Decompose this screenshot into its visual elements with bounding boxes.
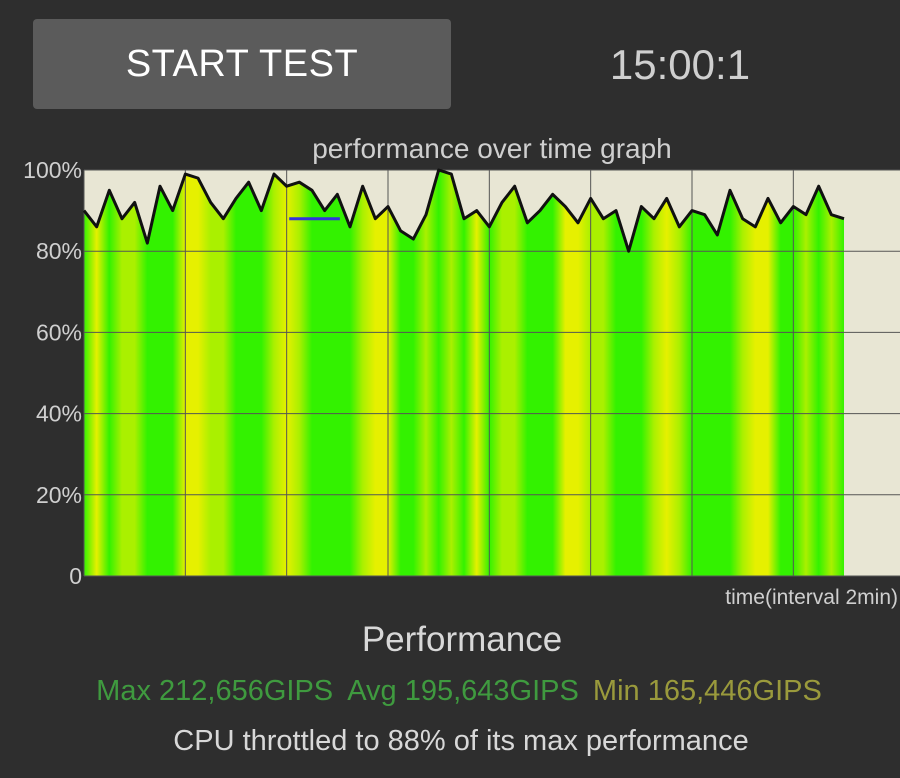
performance-line <box>82 168 845 253</box>
y-tick-label: 40% <box>36 401 82 427</box>
y-tick-label: 0 <box>69 563 82 589</box>
x-axis-label: time(interval 2min) <box>725 586 898 609</box>
test-timer: 15:00:1 <box>609 41 751 88</box>
throttle-message: CPU throttled to 88% of its max performa… <box>173 725 749 757</box>
avg-stat: Avg 195,643GIPS <box>347 675 579 707</box>
y-tick-label: 80% <box>36 238 82 264</box>
min-stat: Min 165,446GIPS <box>592 675 822 707</box>
y-tick-label: 100% <box>23 157 82 183</box>
performance-graph: performance over time graph 0 20% 40% 60% 80%… <box>0 130 900 610</box>
performance-stats: Max 212,656GIPS Avg 195,643GIPS Min 165,… <box>0 670 900 712</box>
chart-title: performance over time graph <box>312 133 672 164</box>
y-tick-label: 20% <box>36 482 82 508</box>
performance-area-fill <box>84 170 844 576</box>
max-stat: Max 212,656GIPS <box>96 675 334 707</box>
start-test-button[interactable]: START TEST <box>33 19 451 109</box>
y-tick-label: 60% <box>36 319 82 345</box>
performance-chart-svg: performance over time graph 0 20% 40% 60% 80%… <box>23 133 900 609</box>
performance-heading: Performance <box>361 620 563 659</box>
